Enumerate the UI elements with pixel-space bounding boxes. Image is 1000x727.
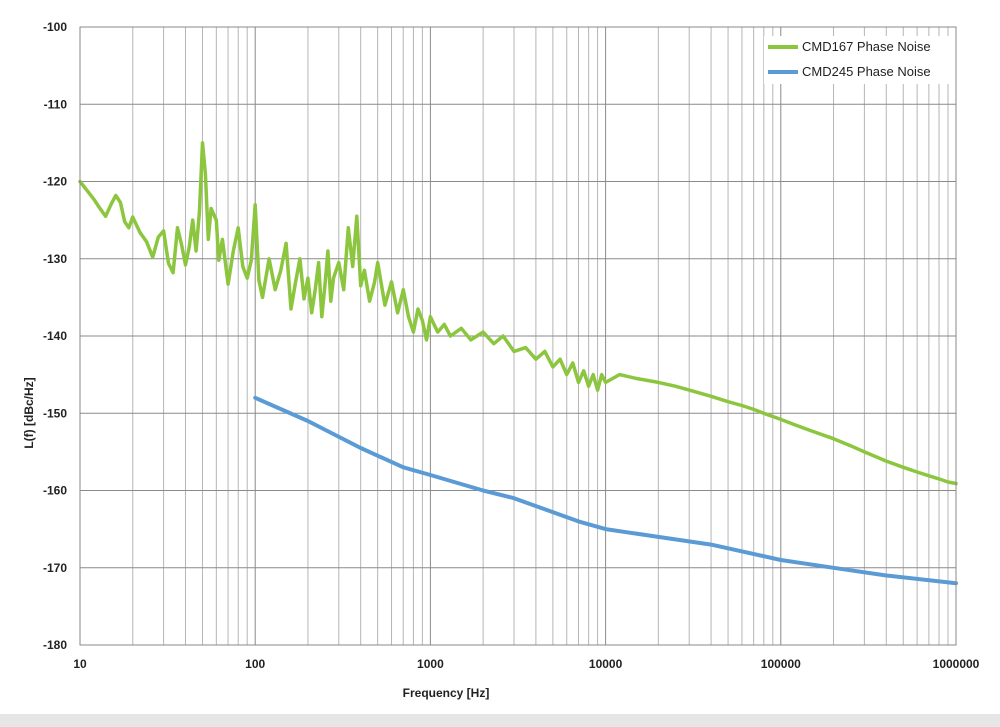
x-tick-label: 100 <box>245 657 265 671</box>
y-tick-label: -160 <box>43 484 67 498</box>
y-tick-label: -100 <box>43 20 67 34</box>
x-tick-label: 1000000 <box>933 657 980 671</box>
series-line-cmd167 <box>78 141 958 486</box>
y-tick-label: -140 <box>43 329 67 343</box>
x-axis-title: Frequency [Hz] <box>403 686 490 700</box>
y-axis-title: L(f) [dBc/Hz] <box>22 377 36 448</box>
x-tick-label: 1000 <box>417 657 444 671</box>
legend: CMD167 Phase Noise CMD245 Phase Noise <box>764 36 954 84</box>
y-tick-label: -150 <box>43 406 67 420</box>
tick-labels: 10 100 1000 10000 100000 1000000 -100 -110 -120 -… <box>43 20 980 671</box>
legend-label-cmd245: CMD245 Phase Noise <box>802 64 931 79</box>
y-tick-label: -180 <box>43 638 67 652</box>
y-tick-label: -130 <box>43 252 67 266</box>
y-tick-label: -110 <box>44 97 68 111</box>
bottom-strip <box>0 714 1000 727</box>
x-tick-label: 10 <box>73 657 87 671</box>
y-tick-label: -120 <box>43 175 67 189</box>
series-lines <box>78 141 958 586</box>
series-line-cmd245 <box>253 395 958 586</box>
x-tick-label: 100000 <box>761 657 801 671</box>
plot-frame <box>79 26 957 646</box>
legend-background <box>764 36 954 84</box>
grid <box>79 26 957 646</box>
y-tick-label: -170 <box>43 561 67 575</box>
x-tick-label: 10000 <box>589 657 623 671</box>
legend-label-cmd167: CMD167 Phase Noise <box>802 39 931 54</box>
